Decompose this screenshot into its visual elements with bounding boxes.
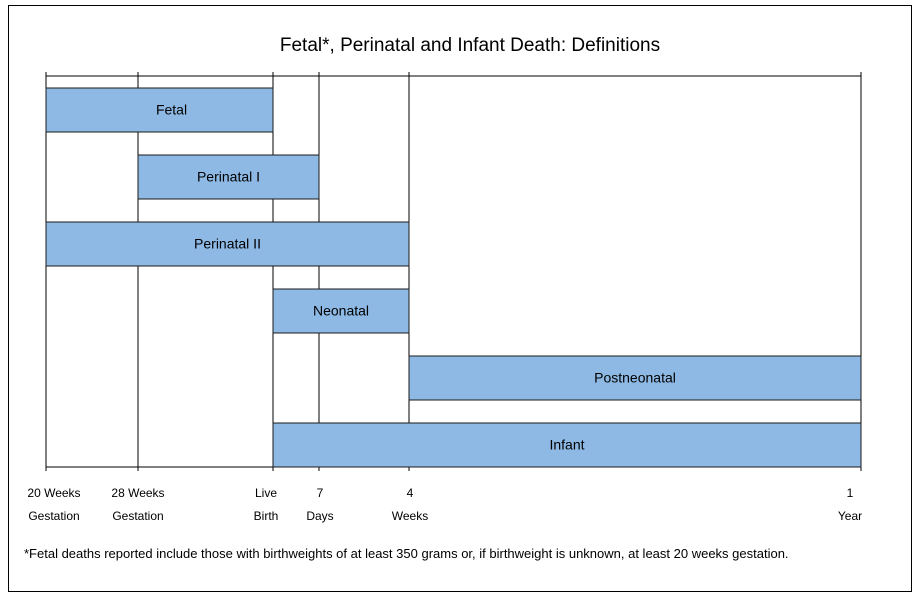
period-bar bbox=[272, 422, 862, 468]
milestone-label: 28 Weeks bbox=[111, 486, 164, 500]
period-label: Neonatal bbox=[313, 303, 369, 319]
period-bar bbox=[137, 154, 320, 200]
milestone-label: 20 Weeks bbox=[27, 486, 80, 500]
milestone-label: Year bbox=[838, 509, 862, 523]
milestone-label: 7 bbox=[317, 486, 324, 500]
period-label: Perinatal I bbox=[197, 169, 260, 185]
period-bar bbox=[272, 288, 410, 334]
frame bbox=[8, 5, 912, 592]
milestone-label: Weeks bbox=[392, 509, 428, 523]
footnote: *Fetal deaths reported include those wit… bbox=[24, 546, 789, 561]
milestone-label: Gestation bbox=[28, 509, 79, 523]
period-label: Perinatal II bbox=[194, 236, 261, 252]
milestone-label: Birth bbox=[254, 509, 279, 523]
period-bar bbox=[45, 87, 274, 133]
period-bar bbox=[45, 221, 410, 267]
period-label: Fetal bbox=[156, 102, 187, 118]
milestone-label: Live bbox=[255, 486, 277, 500]
milestone-label: 4 bbox=[407, 486, 414, 500]
period-bar bbox=[408, 355, 862, 401]
milestone-label: Days bbox=[306, 509, 333, 523]
period-label: Infant bbox=[549, 437, 584, 453]
period-label: Postneonatal bbox=[594, 370, 676, 386]
milestone-label: Gestation bbox=[112, 509, 163, 523]
title: Fetal*, Perinatal and Infant Death: Defi… bbox=[280, 35, 660, 56]
milestone-label: 1 bbox=[847, 486, 854, 500]
